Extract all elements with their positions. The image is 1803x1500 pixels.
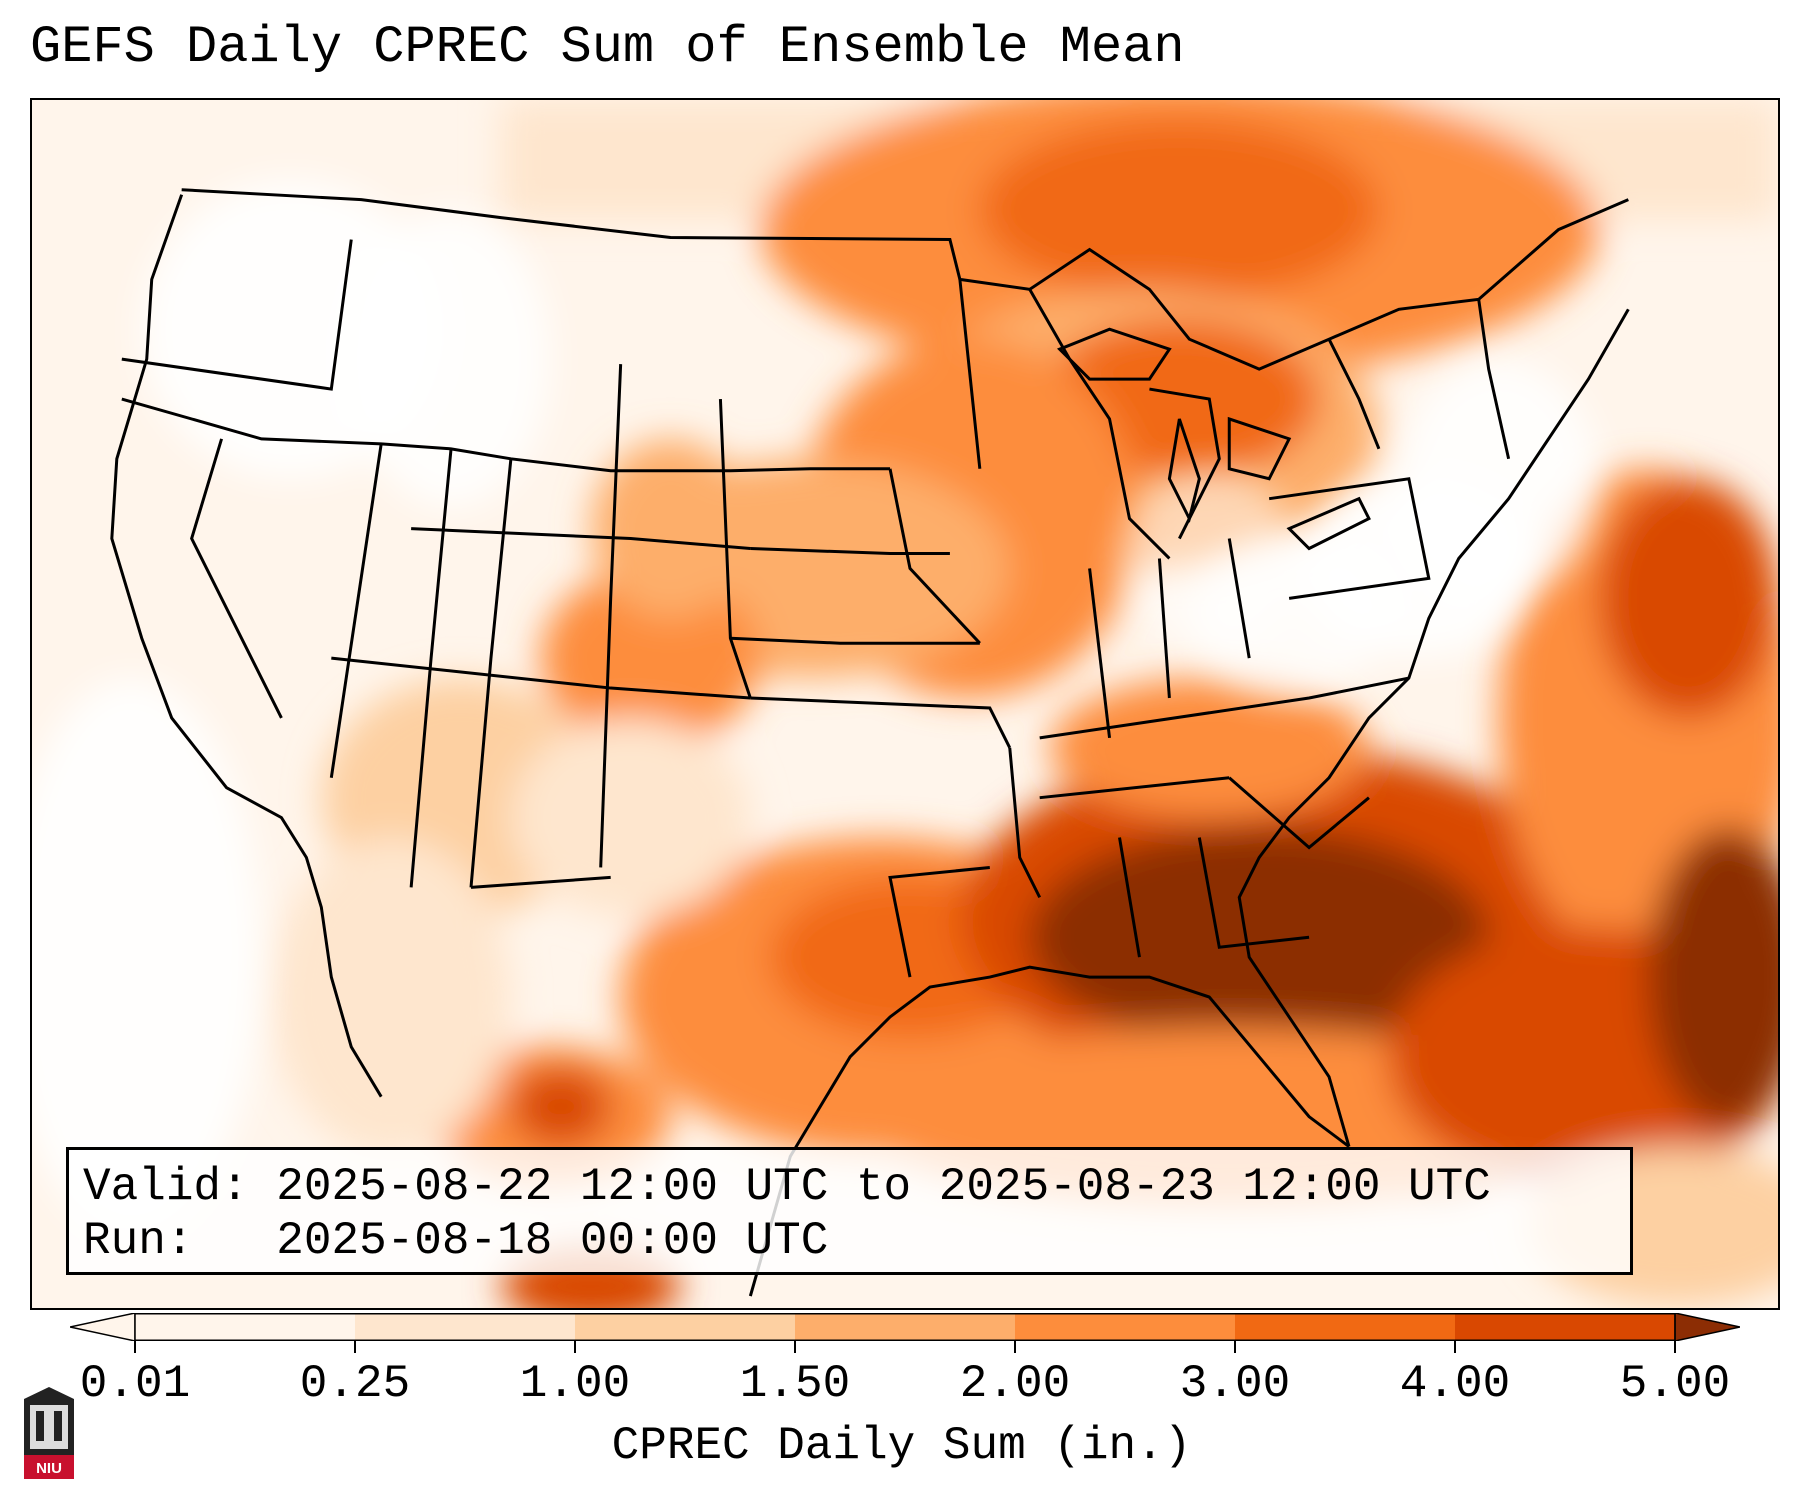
colorbar-tick-mark	[1454, 1341, 1456, 1353]
colorbar-tick-mark	[794, 1341, 796, 1353]
run-value: 2025-08-18 00:00 UTC	[276, 1215, 829, 1267]
colorbar-outline	[134, 1313, 1676, 1341]
valid-run-info-box: Valid: 2025-08-22 12:00 UTC to 2025-08-2…	[66, 1147, 1633, 1275]
lake-erie	[1286, 496, 1371, 551]
colorbar-segments	[70, 1313, 1740, 1341]
lake-michigan	[1167, 418, 1201, 523]
colorbar	[70, 1313, 1740, 1341]
great-lakes	[1056, 327, 1371, 551]
colorbar-tick-label: 1.50	[739, 1358, 851, 1410]
colorbar-tick-mark	[574, 1341, 576, 1353]
dry-areas	[32, 179, 1599, 1237]
colorbar-over-arrow	[1674, 1313, 1740, 1341]
valid-value: 2025-08-22 12:00 UTC to 2025-08-23 12:00…	[276, 1161, 1491, 1213]
colorbar-segment	[1455, 1313, 1676, 1341]
colorbar-tick-mark	[1014, 1341, 1016, 1353]
colorbar-tick-label: 3.00	[1179, 1358, 1291, 1410]
valid-label: Valid:	[83, 1161, 249, 1213]
colorbar-under-arrow	[70, 1313, 136, 1341]
colorbar-segment	[1015, 1313, 1236, 1341]
colorbar-tick-label: 0.25	[299, 1358, 411, 1410]
northern-border	[181, 188, 1629, 371]
colorbar-tick-label: 4.00	[1399, 1358, 1511, 1410]
colorbar-tick-mark	[134, 1341, 136, 1353]
colorbar-segment	[355, 1313, 576, 1341]
lake-huron	[1227, 416, 1292, 481]
colorbar-tick-mark	[1674, 1341, 1676, 1353]
map-title: GEFS Daily CPREC Sum of Ensemble Mean	[30, 18, 1185, 77]
colorbar-tick-label: 1.00	[519, 1358, 631, 1410]
colorbar-segment	[135, 1313, 356, 1341]
colorbar-segment	[575, 1313, 796, 1341]
colorbar-tick-label: 5.00	[1619, 1358, 1731, 1410]
run-label: Run:	[83, 1215, 194, 1267]
west-coastline	[110, 194, 383, 1098]
map-canvas	[32, 100, 1778, 1308]
colorbar-segment	[795, 1313, 1016, 1341]
colorbar-tick-mark	[1234, 1341, 1236, 1353]
colorbar-tick-mark	[354, 1341, 356, 1353]
state-borders	[110, 188, 1630, 1297]
lake-superior	[1056, 327, 1172, 381]
colorbar-segment	[1235, 1313, 1456, 1341]
colorbar-tick-label: 0.01	[79, 1358, 191, 1410]
logo-text: NIU	[36, 1460, 62, 1477]
gulf-coastline	[748, 965, 1350, 1297]
precipitation-map	[30, 98, 1780, 1310]
niu-logo: NIU	[24, 1387, 74, 1479]
east-coastline	[1237, 308, 1630, 1147]
colorbar-label: CPREC Daily Sum (in.)	[611, 1420, 1192, 1472]
colorbar-tick-label: 2.00	[959, 1358, 1071, 1410]
